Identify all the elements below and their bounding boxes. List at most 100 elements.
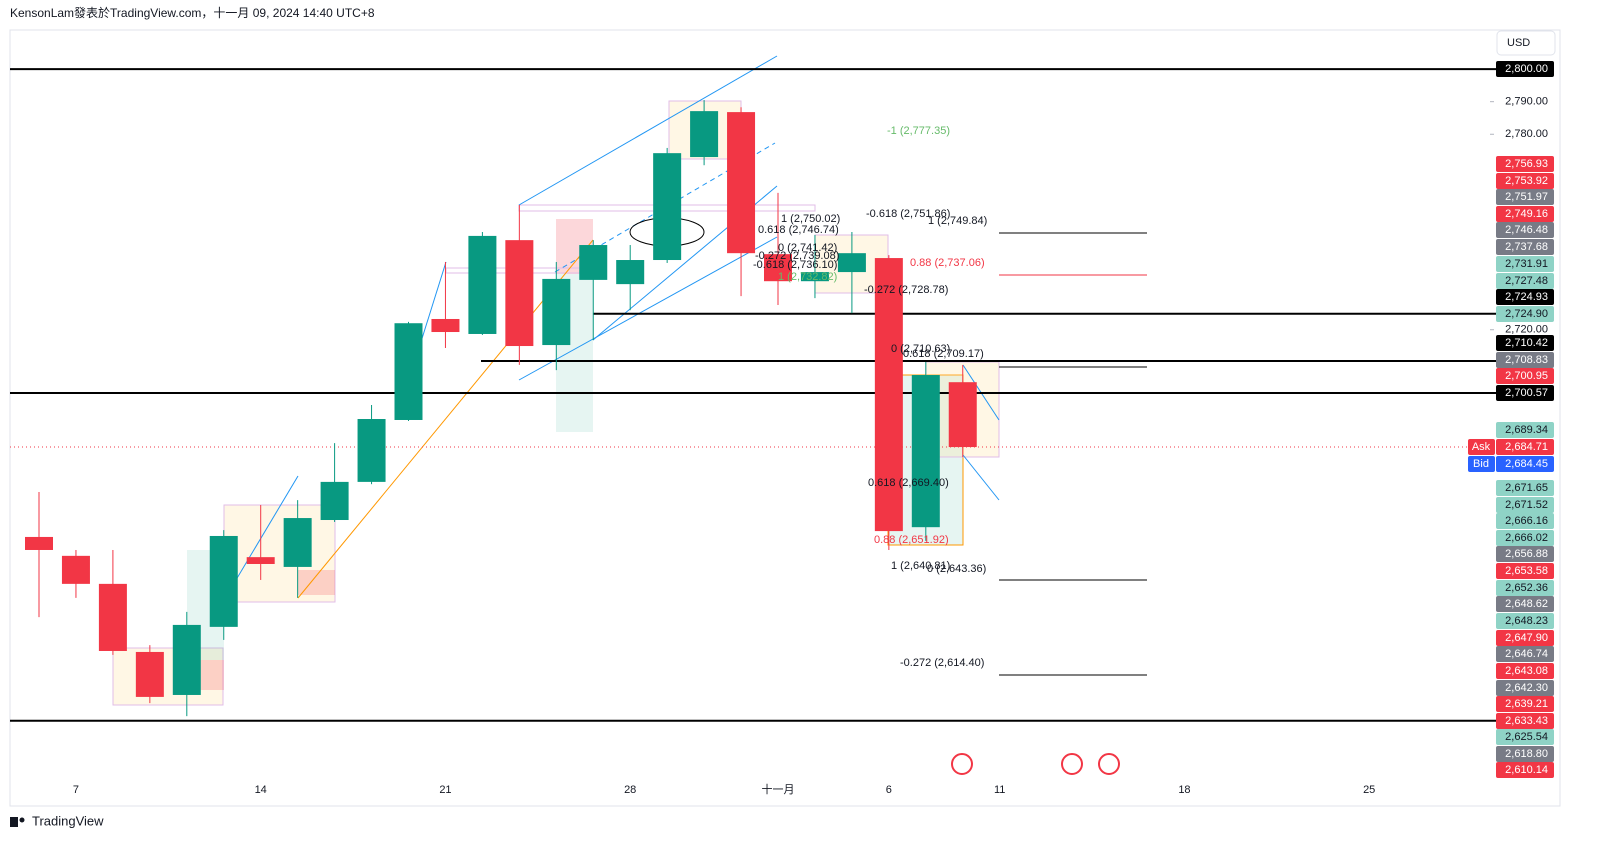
candle-body [431,318,460,333]
price-label-bg [1496,239,1554,255]
price-label: 2,618.80 [1505,748,1548,760]
price-label: 2,666.02 [1505,532,1548,544]
channel-line [518,55,778,206]
fib-label: 0.618 (2,746.74) [758,224,839,236]
candle-body [25,536,53,550]
price-label-bg [1496,497,1554,513]
price-label-bg [1496,663,1554,679]
x-tick-label: 21 [439,784,451,796]
price-label: 2,708.83 [1505,354,1548,366]
candle-body [505,240,534,347]
fib-label: -0.618 (2,751.86) [866,208,950,220]
price-label-bg [1496,746,1554,762]
price-label-bg [1496,563,1554,579]
x-tick-label: 十一月 [762,782,795,796]
price-tag: Ask [1472,441,1491,453]
candle-body [468,235,497,334]
fib-label: -0.272 (2,739.08) [755,250,839,262]
candle-body [616,260,645,285]
candle-body [357,419,386,482]
fib-label: 0 (2,710.63) [891,343,950,355]
candle-body [764,254,792,282]
channel-line [962,454,1000,501]
price-label-bg [1496,306,1554,322]
price-label: 2,800.00 [1505,63,1548,75]
candle-body [283,518,312,567]
price-label: 2,671.65 [1505,482,1548,494]
logo-mark [19,817,25,823]
price-label-bg [1496,222,1554,238]
price-label-bg [1496,206,1554,222]
price-label-bg [1496,680,1554,696]
x-tick-label: 25 [1363,784,1375,796]
candle-body [690,111,719,158]
x-tick-label: 11 [994,784,1005,796]
y-tick-label: 2,720.00 [1505,324,1548,336]
candle-body [542,278,571,346]
price-label-bg [1496,385,1554,401]
candle-body [727,112,756,254]
fib-label: 1 (2,749.84) [928,215,987,227]
fib-label: 1 (2,750.02) [781,213,840,225]
event-icon[interactable] [951,753,973,775]
box [112,647,224,706]
price-label: 2,642.30 [1505,682,1548,694]
price-label: 2,746.48 [1505,224,1548,236]
price-label: 2,689.34 [1505,424,1548,436]
price-label: 2,653.58 [1505,565,1548,577]
price-label: 2,751.97 [1505,191,1548,203]
event-icon[interactable] [1061,753,1083,775]
fib-label: 0.88 (2,737.06) [910,257,985,269]
price-label: 2,648.62 [1505,598,1548,610]
price-label: 2,666.16 [1505,515,1548,527]
price-label-bg [1496,61,1554,77]
currency: USD [1507,37,1530,49]
price-tag-bg [1468,456,1495,472]
price-label: 2,656.88 [1505,548,1548,560]
price-label: 2,724.90 [1505,308,1548,320]
fib-label: 1 (2,732.82) [778,271,837,283]
price-label-bg [1496,580,1554,596]
price-label: 2,749.16 [1505,208,1548,220]
price-label: 2,639.21 [1505,698,1548,710]
price-label: 2,700.95 [1505,370,1548,382]
price-tag-bg [1468,439,1495,455]
candle-body [874,258,903,532]
price-label-bg [1496,480,1554,496]
price-label-bg [1496,256,1554,272]
logo: TradingView [10,813,104,828]
candle-body [579,245,608,280]
candle-body [246,557,275,564]
price-label: 2,753.92 [1505,175,1548,187]
candle-body [394,323,423,420]
price-label: 2,671.52 [1505,499,1548,511]
event-icon[interactable] [1098,753,1120,775]
price-label-bg [1496,530,1554,546]
price-label-bg [1496,513,1554,529]
price-label: 2,625.54 [1505,731,1548,743]
currency-button[interactable] [1496,30,1556,56]
price-label-bg [1496,289,1554,305]
candle-body [320,481,349,521]
price-label-bg [1496,368,1554,384]
price-label: 2,724.93 [1505,291,1548,303]
fib-label: -0.272 (2,728.78) [864,284,948,296]
logo-mark [10,817,18,827]
header: KensonLam發表於TradingView.com，十一月 09, 2024… [10,5,375,20]
fib-label: 0.88 (2,651.92) [874,534,949,546]
price-label-bg [1496,456,1554,472]
price-label: 2,684.71 [1505,441,1548,453]
price-label: 2,647.90 [1505,632,1548,644]
y-tick-label: 2,790.00 [1505,96,1548,108]
candle-body [135,651,164,697]
price-tag: Bid [1473,458,1489,470]
price-label: 2,756.93 [1505,158,1548,170]
candle-body [61,555,90,584]
price-label: 2,684.45 [1505,458,1548,470]
fib-label: -1 (2,777.35) [887,125,950,137]
x-tick-label: 18 [1178,784,1190,796]
fib-label: 0 (2,643.36) [927,563,986,575]
candle-body [653,153,682,261]
